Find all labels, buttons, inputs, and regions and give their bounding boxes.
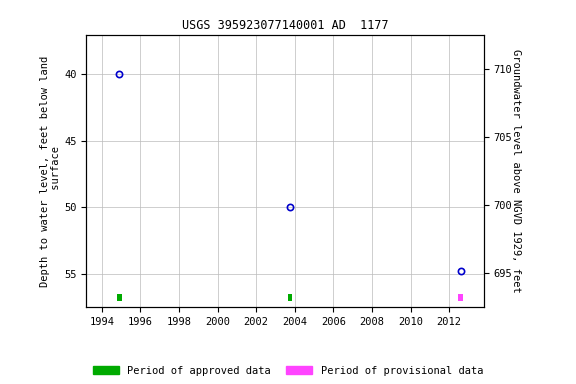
Legend: Period of approved data, Period of provisional data: Period of approved data, Period of provi… xyxy=(89,362,487,379)
Bar xyxy=(458,294,463,301)
Y-axis label: Depth to water level, feet below land
 surface: Depth to water level, feet below land su… xyxy=(40,55,62,286)
Y-axis label: Groundwater level above NGVD 1929, feet: Groundwater level above NGVD 1929, feet xyxy=(511,49,521,293)
Title: USGS 395923077140001 AD  1177: USGS 395923077140001 AD 1177 xyxy=(182,19,388,32)
Bar xyxy=(287,294,293,301)
Bar xyxy=(117,294,122,301)
